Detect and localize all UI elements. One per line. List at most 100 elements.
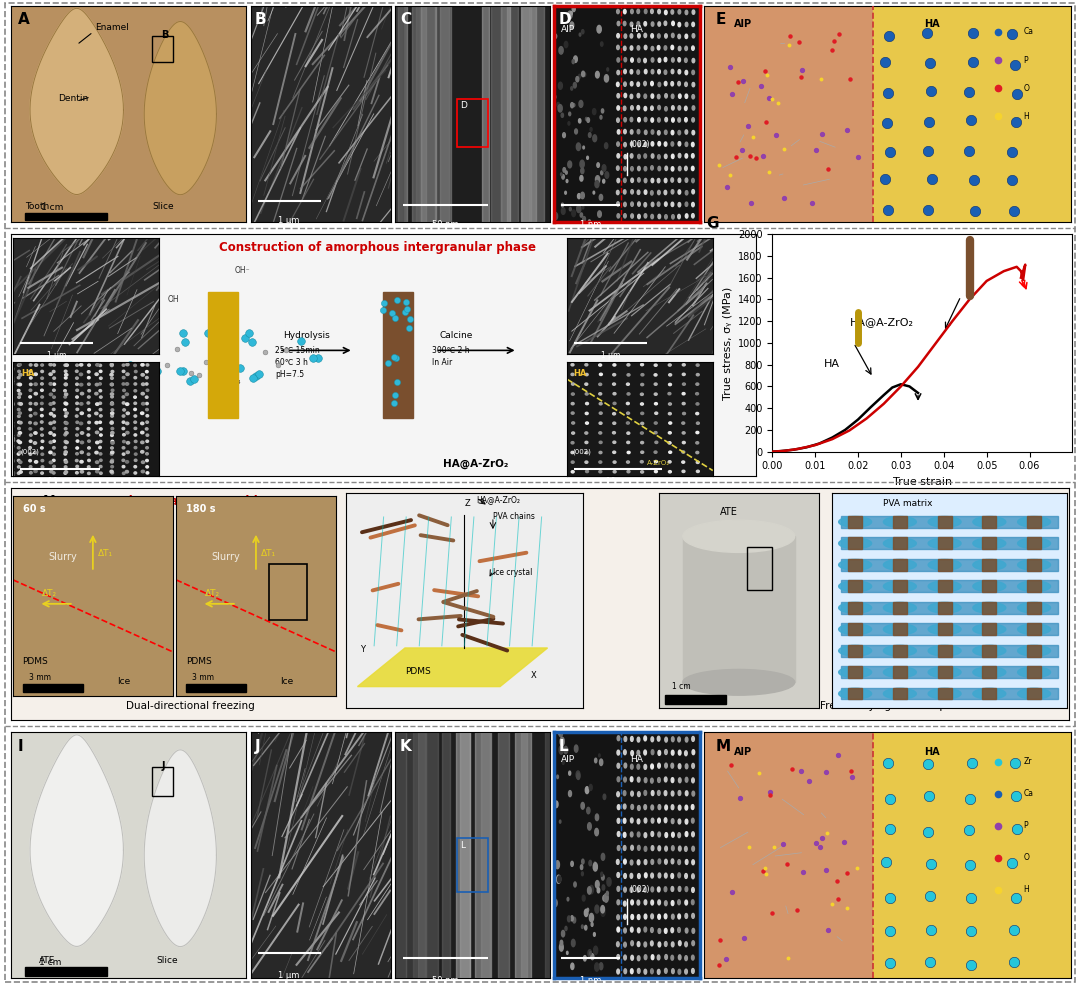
Ellipse shape (146, 396, 148, 399)
Bar (498, 732, 510, 978)
Ellipse shape (651, 887, 653, 892)
Ellipse shape (658, 764, 660, 769)
Ellipse shape (650, 9, 653, 14)
Ellipse shape (644, 927, 647, 932)
Ellipse shape (617, 93, 620, 97)
Ellipse shape (692, 941, 694, 946)
Ellipse shape (672, 166, 674, 171)
Ellipse shape (559, 46, 563, 54)
Ellipse shape (631, 58, 633, 62)
Ellipse shape (664, 968, 667, 973)
Ellipse shape (18, 383, 22, 386)
Ellipse shape (678, 166, 681, 171)
Ellipse shape (637, 845, 640, 850)
Ellipse shape (134, 396, 136, 399)
Ellipse shape (607, 878, 611, 887)
Text: pH=7.5: pH=7.5 (275, 370, 305, 379)
Ellipse shape (654, 374, 657, 376)
Ellipse shape (658, 22, 661, 27)
Ellipse shape (973, 538, 1005, 549)
Text: 1 nm: 1 nm (580, 220, 602, 229)
Bar (418, 732, 424, 978)
Ellipse shape (631, 178, 634, 182)
Ellipse shape (146, 434, 149, 436)
Ellipse shape (140, 412, 144, 414)
Ellipse shape (644, 832, 647, 837)
Ellipse shape (669, 412, 672, 415)
Ellipse shape (631, 818, 633, 823)
Ellipse shape (691, 154, 694, 158)
Ellipse shape (651, 118, 653, 122)
Ellipse shape (664, 33, 667, 38)
Ellipse shape (571, 940, 575, 947)
Ellipse shape (110, 374, 113, 376)
Ellipse shape (617, 927, 620, 932)
Ellipse shape (671, 178, 674, 182)
Ellipse shape (650, 778, 653, 783)
Text: PVA chains: PVA chains (492, 512, 535, 522)
Ellipse shape (640, 412, 644, 414)
Ellipse shape (839, 581, 872, 591)
Ellipse shape (10, 372, 12, 373)
Ellipse shape (10, 374, 11, 376)
Ellipse shape (598, 364, 602, 366)
Bar (186, 684, 246, 692)
Ellipse shape (29, 402, 31, 404)
Bar (893, 581, 907, 592)
Ellipse shape (685, 178, 688, 182)
Ellipse shape (613, 402, 616, 404)
Ellipse shape (123, 408, 125, 411)
Ellipse shape (595, 759, 597, 763)
Ellipse shape (125, 402, 129, 405)
Ellipse shape (678, 954, 681, 959)
Ellipse shape (658, 131, 660, 135)
Ellipse shape (600, 42, 603, 46)
Ellipse shape (33, 422, 37, 425)
Ellipse shape (11, 437, 14, 441)
Ellipse shape (64, 460, 67, 461)
Text: 60℃ 3 h: 60℃ 3 h (275, 358, 308, 367)
Ellipse shape (630, 94, 633, 98)
Ellipse shape (658, 887, 660, 892)
Ellipse shape (595, 180, 599, 188)
Ellipse shape (651, 737, 653, 742)
Ellipse shape (664, 70, 666, 75)
Ellipse shape (603, 895, 606, 901)
Ellipse shape (671, 777, 674, 782)
Ellipse shape (50, 412, 53, 415)
Ellipse shape (12, 461, 14, 462)
Ellipse shape (637, 33, 640, 38)
Ellipse shape (631, 202, 633, 207)
Ellipse shape (17, 377, 21, 379)
Ellipse shape (554, 34, 556, 38)
Bar (841, 623, 1057, 635)
Ellipse shape (87, 472, 91, 474)
Ellipse shape (658, 859, 661, 864)
Ellipse shape (599, 759, 603, 766)
Bar (937, 516, 951, 527)
Ellipse shape (140, 441, 144, 444)
Ellipse shape (1017, 624, 1051, 635)
Ellipse shape (141, 470, 145, 472)
Ellipse shape (603, 885, 605, 891)
Ellipse shape (623, 791, 626, 796)
Text: HA: HA (78, 459, 96, 468)
Bar (417, 6, 426, 222)
Ellipse shape (692, 913, 694, 918)
Ellipse shape (582, 206, 584, 209)
Ellipse shape (12, 439, 14, 442)
Ellipse shape (110, 412, 113, 414)
Ellipse shape (53, 377, 55, 379)
Ellipse shape (637, 93, 639, 97)
Ellipse shape (582, 30, 584, 33)
Ellipse shape (623, 832, 626, 837)
Ellipse shape (678, 846, 681, 851)
Ellipse shape (664, 929, 667, 933)
Ellipse shape (146, 465, 148, 468)
Bar (421, 6, 436, 222)
Ellipse shape (692, 94, 694, 98)
Ellipse shape (651, 142, 653, 146)
Ellipse shape (612, 383, 616, 386)
Bar (937, 581, 951, 592)
Text: AIP: AIP (562, 755, 576, 764)
